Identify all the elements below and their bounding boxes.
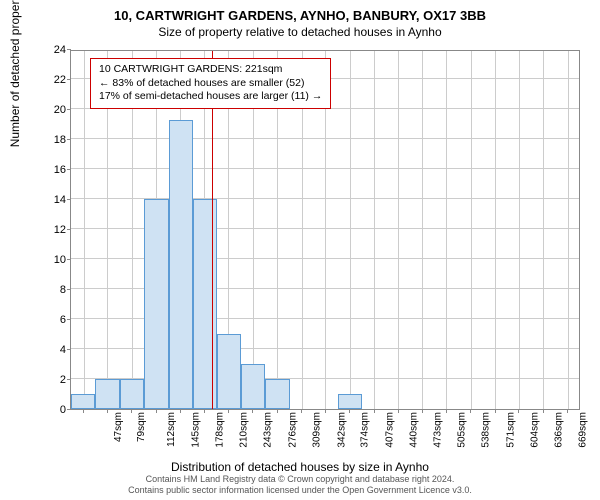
gridline-v [519, 51, 520, 409]
x-tick-label: 79sqm [136, 412, 147, 442]
y-tick-label: 4 [38, 344, 66, 356]
x-tick-label: 112sqm [165, 412, 176, 447]
y-tick-label: 24 [38, 44, 66, 56]
info-box: 10 CARTWRIGHT GARDENS: 221sqm ← 83% of d… [90, 58, 331, 109]
x-tick-label: 47sqm [113, 412, 124, 442]
y-tick-label: 14 [38, 194, 66, 206]
histogram-bar [241, 364, 265, 409]
histogram-bar [169, 120, 193, 410]
chart-title-main: 10, CARTWRIGHT GARDENS, AYNHO, BANBURY, … [0, 0, 600, 23]
y-tick-label: 12 [38, 224, 66, 236]
gridline-v [495, 51, 496, 409]
x-tick-label: 473sqm [433, 412, 444, 448]
x-tick-label: 243sqm [263, 412, 274, 448]
x-tick-label: 407sqm [384, 412, 395, 448]
x-tick-label: 374sqm [360, 412, 371, 448]
y-tick-label: 0 [38, 404, 66, 416]
gridline-v [84, 51, 85, 409]
x-tick-label: 669sqm [578, 412, 589, 448]
gridline-v [422, 51, 423, 409]
gridline-v [471, 51, 472, 409]
x-tick-label: 505sqm [457, 412, 468, 448]
y-tick-label: 18 [38, 134, 66, 146]
histogram-bar [144, 199, 168, 409]
y-tick-label: 20 [38, 104, 66, 116]
histogram-bar [120, 379, 144, 409]
y-tick-label: 2 [38, 374, 66, 386]
footer-line-1: Contains HM Land Registry data © Crown c… [0, 474, 600, 485]
gridline-v [374, 51, 375, 409]
x-tick-label: 538sqm [481, 412, 492, 448]
y-tick-label: 16 [38, 164, 66, 176]
gridline-v [398, 51, 399, 409]
x-tick-label: 178sqm [215, 412, 226, 448]
gridline-v [350, 51, 351, 409]
histogram-bar [71, 394, 95, 409]
footer: Contains HM Land Registry data © Crown c… [0, 474, 600, 496]
y-axis-label: Number of detached properties [8, 0, 22, 147]
y-tick-label: 6 [38, 314, 66, 326]
x-tick-label: 440sqm [409, 412, 420, 448]
y-tick-label: 8 [38, 284, 66, 296]
info-line-1: 10 CARTWRIGHT GARDENS: 221sqm [99, 63, 322, 77]
x-tick-label: 604sqm [530, 412, 541, 448]
gridline-v [568, 51, 569, 409]
histogram-bar [338, 394, 362, 409]
histogram-bar [265, 379, 289, 409]
x-tick-label: 571sqm [505, 412, 516, 448]
x-tick-label: 342sqm [336, 412, 347, 448]
x-tick-label: 309sqm [312, 412, 323, 448]
x-tick-label: 276sqm [287, 412, 298, 448]
y-tick-label: 10 [38, 254, 66, 266]
info-line-3: 17% of semi-detached houses are larger (… [99, 90, 322, 104]
x-tick-label: 210sqm [239, 412, 250, 448]
footer-line-2: Contains public sector information licen… [0, 485, 600, 496]
gridline-v [446, 51, 447, 409]
chart-title-sub: Size of property relative to detached ho… [0, 23, 600, 39]
gridline-v [543, 51, 544, 409]
x-tick-label: 636sqm [553, 412, 564, 448]
x-tick-label: 145sqm [191, 412, 202, 448]
histogram-bar [217, 334, 241, 409]
histogram-bar [95, 379, 119, 409]
info-line-2: ← 83% of detached houses are smaller (52… [99, 77, 322, 91]
y-tick-label: 22 [38, 74, 66, 86]
x-axis-label: Distribution of detached houses by size … [0, 460, 600, 474]
